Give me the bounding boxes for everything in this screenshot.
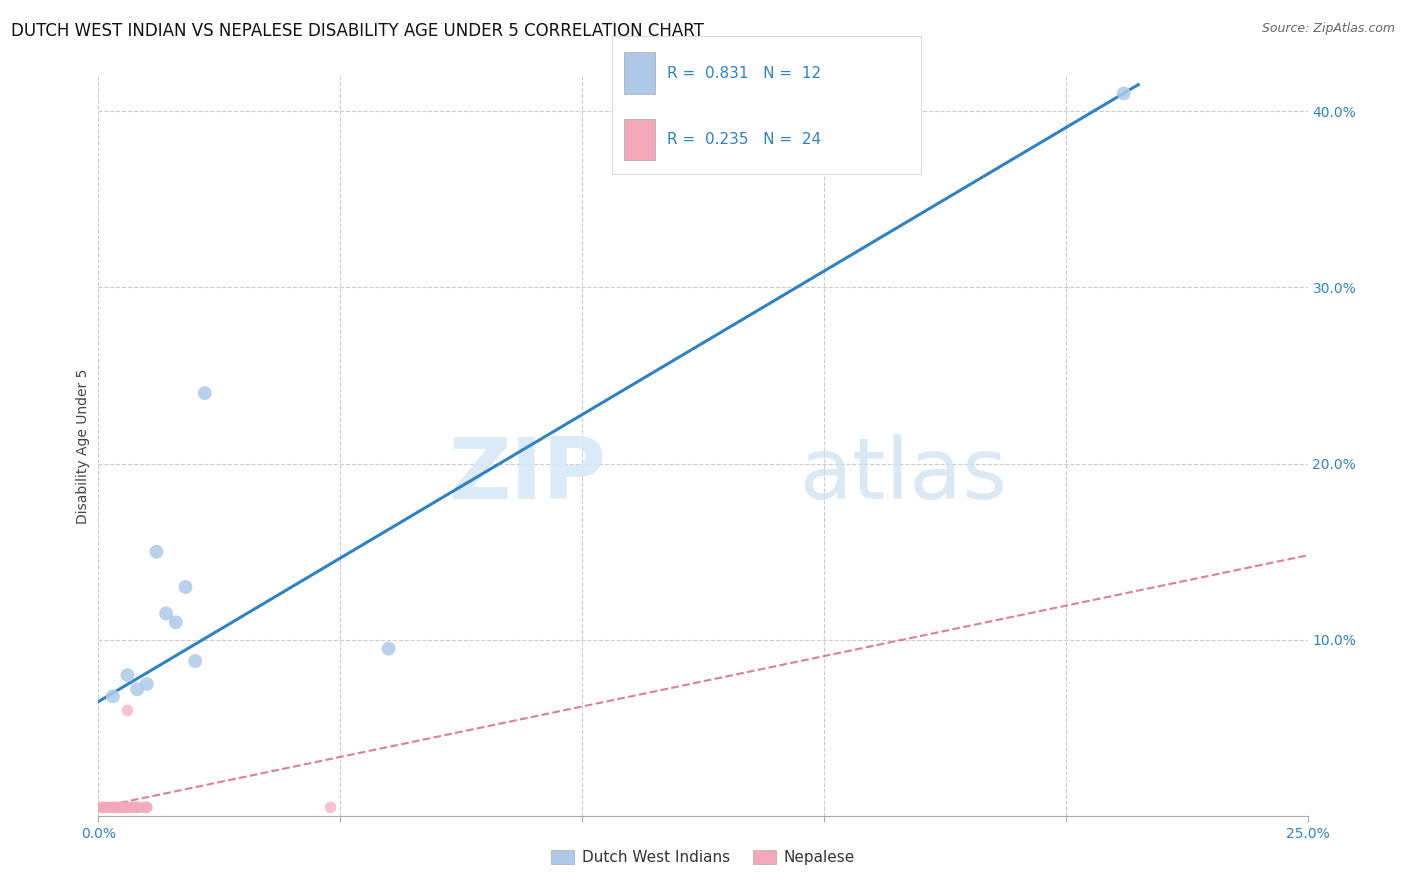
Point — [97, 800, 120, 814]
Point — [135, 800, 157, 814]
Point — [165, 615, 187, 630]
Point — [117, 800, 139, 814]
Point — [184, 654, 207, 668]
Text: R =  0.235   N =  24: R = 0.235 N = 24 — [668, 132, 821, 147]
Point — [91, 800, 114, 814]
Point — [145, 545, 167, 559]
Text: R =  0.831   N =  12: R = 0.831 N = 12 — [668, 65, 821, 80]
Point — [117, 800, 139, 814]
Text: Source: ZipAtlas.com: Source: ZipAtlas.com — [1261, 22, 1395, 36]
Text: ZIP: ZIP — [449, 434, 606, 517]
Point — [127, 682, 149, 697]
Bar — [624, 53, 655, 94]
Point — [107, 800, 129, 814]
Point — [117, 703, 139, 717]
Point — [155, 607, 177, 621]
Point — [1112, 87, 1135, 101]
Point — [111, 800, 134, 814]
Point — [127, 800, 149, 814]
Point — [121, 800, 143, 814]
Point — [194, 386, 217, 401]
Point — [101, 800, 124, 814]
Point — [135, 677, 157, 691]
Point — [117, 668, 139, 682]
Point — [97, 800, 120, 814]
Point — [101, 800, 124, 814]
Point — [319, 800, 342, 814]
Point — [101, 800, 124, 814]
Point — [91, 800, 114, 814]
Bar — [624, 119, 655, 160]
Y-axis label: Disability Age Under 5: Disability Age Under 5 — [76, 368, 90, 524]
Point — [107, 800, 129, 814]
Point — [101, 690, 124, 704]
Point — [131, 800, 153, 814]
Point — [111, 800, 134, 814]
Point — [121, 800, 143, 814]
Point — [377, 641, 399, 656]
Point — [87, 800, 110, 814]
Point — [174, 580, 197, 594]
Point — [127, 800, 149, 814]
Point — [135, 800, 157, 814]
Text: atlas: atlas — [800, 434, 1008, 517]
Point — [111, 800, 134, 814]
Text: DUTCH WEST INDIAN VS NEPALESE DISABILITY AGE UNDER 5 CORRELATION CHART: DUTCH WEST INDIAN VS NEPALESE DISABILITY… — [11, 22, 704, 40]
Legend: Dutch West Indians, Nepalese: Dutch West Indians, Nepalese — [546, 844, 860, 871]
